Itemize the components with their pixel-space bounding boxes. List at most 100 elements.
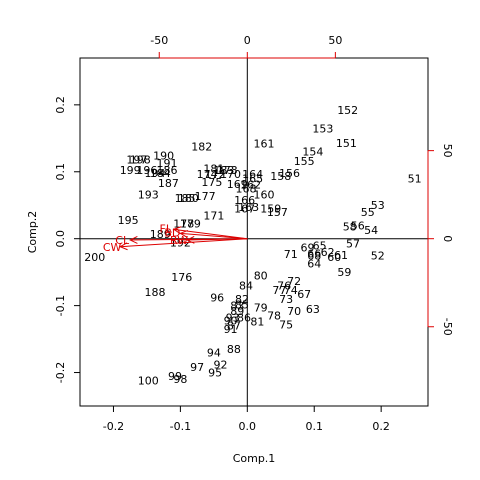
point-label: 53	[371, 199, 385, 212]
point-label: 75	[279, 318, 293, 331]
point-label: 197	[126, 154, 147, 167]
point-label: 82	[235, 293, 249, 306]
point-label: 96	[210, 292, 224, 305]
y-axis-title: Comp.2	[26, 211, 39, 254]
point-label: 164	[242, 168, 263, 181]
point-label: 165	[242, 172, 263, 185]
point-label: 52	[371, 249, 385, 262]
point-label: 68	[307, 249, 321, 262]
point-label: 184	[150, 167, 171, 180]
point-label: 167	[234, 203, 255, 216]
point-label: 190	[153, 150, 174, 163]
point-label: 181	[203, 162, 224, 175]
point-label: 95	[208, 367, 222, 380]
variable-label: BD	[164, 227, 180, 240]
point-label: 71	[284, 248, 298, 261]
point-label: 63	[306, 303, 320, 316]
right-tick-label: 0	[441, 235, 454, 242]
point-label: 99	[168, 370, 182, 383]
point-label: 54	[364, 224, 378, 237]
variable-label: CL	[115, 234, 130, 247]
point-label: 151	[336, 137, 357, 150]
right-axis: -50 0 50	[427, 144, 454, 336]
point-label: 85	[235, 298, 249, 311]
point-label: 94	[207, 346, 221, 359]
point-label: 70	[287, 305, 301, 318]
top-tick-label: 50	[328, 34, 342, 47]
point-label: 59	[337, 266, 351, 279]
top-tick-label: 0	[244, 34, 251, 47]
point-label: 171	[203, 209, 224, 222]
point-label: 89	[230, 305, 244, 318]
point-label: 185	[175, 192, 196, 205]
y-tick-label: -0.1	[54, 295, 67, 316]
point-label: 194	[144, 167, 165, 180]
point-label: 67	[297, 288, 311, 301]
y-tick-label: 0.1	[54, 163, 67, 181]
x-tick-label: 0.0	[239, 420, 257, 433]
point-label: 199	[120, 164, 141, 177]
point-label: 64	[307, 257, 321, 270]
arrow-line	[120, 238, 248, 248]
point-label: 182	[191, 140, 212, 153]
point-label: 97	[190, 361, 204, 374]
point-label: 175	[201, 176, 222, 189]
point-label: 172	[205, 168, 226, 181]
point-label: 69	[301, 241, 315, 254]
top-axis: -50 0 50	[150, 34, 342, 59]
x-tick-label: 0.2	[372, 420, 390, 433]
point-label: 177	[195, 190, 216, 203]
right-tick-label: -50	[441, 318, 454, 336]
point-label: 90	[224, 314, 238, 327]
point-label: 58	[343, 221, 357, 234]
point-label: 88	[227, 343, 241, 356]
y-tick-label: 0.0	[54, 230, 67, 248]
x-tick-label: 0.1	[305, 420, 323, 433]
variable-label: CW	[103, 241, 122, 254]
point-label: 55	[361, 206, 375, 219]
point-label: 179	[180, 217, 201, 230]
point-label: 81	[250, 316, 264, 329]
point-label: 195	[118, 214, 139, 227]
point-label: 92	[214, 359, 228, 372]
point-label: 76	[277, 280, 291, 293]
point-label: 176	[171, 271, 192, 284]
point-label: 200	[84, 251, 105, 264]
point-label: 189	[150, 228, 171, 241]
variable-label: RW	[170, 234, 188, 247]
point-label: 188	[144, 286, 165, 299]
point-label: 93	[226, 312, 240, 325]
point-label: 170	[220, 168, 241, 181]
point-label: 83	[230, 300, 244, 313]
point-label: 87	[227, 320, 241, 333]
point-label: 78	[267, 310, 281, 323]
y-tick-label: 0.2	[54, 96, 67, 114]
point-label: 77	[272, 284, 286, 297]
point-label: 169	[227, 178, 248, 191]
point-label: 56	[351, 219, 365, 232]
point-label: 180	[178, 192, 199, 205]
point-label: 173	[217, 164, 238, 177]
point-label: 57	[346, 237, 360, 250]
point-label: 191	[157, 157, 178, 170]
point-label: 84	[239, 280, 253, 293]
point-label: 61	[334, 249, 348, 262]
point-label: 163	[238, 201, 259, 214]
point-label: 193	[138, 189, 159, 202]
right-tick-label: 50	[441, 144, 454, 158]
point-label: 159	[260, 203, 281, 216]
left-axis: -0.2 -0.1 0.0 0.1 0.2	[54, 96, 80, 383]
point-label: 74	[284, 284, 298, 297]
top-tick-label: -50	[150, 34, 168, 47]
point-label: 161	[254, 138, 275, 151]
arrow-head	[179, 229, 189, 238]
point-label: 98	[173, 373, 187, 386]
point-label: 186	[157, 164, 178, 177]
x-tick-label: -0.1	[170, 420, 191, 433]
point-label: 158	[270, 170, 291, 183]
variable-label: FL	[160, 222, 173, 235]
point-label: 100	[138, 375, 159, 388]
